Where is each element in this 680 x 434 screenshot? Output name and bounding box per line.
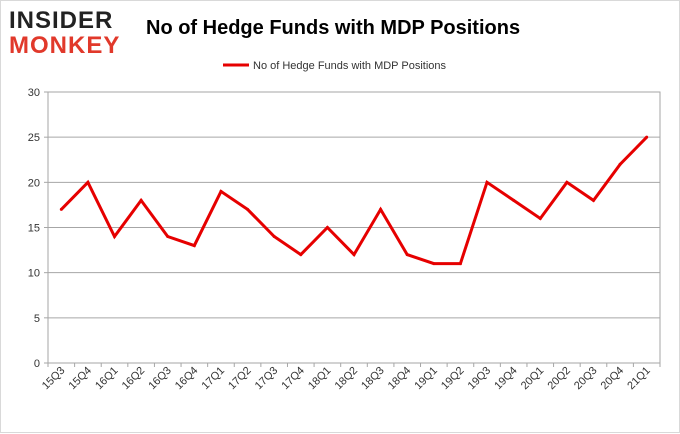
y-tick-label: 20 — [28, 177, 40, 189]
y-tick-label: 15 — [28, 223, 40, 235]
x-tick-label: 19Q2 — [439, 365, 467, 393]
data-point — [86, 180, 90, 184]
legend: No of Hedge Funds with MDP Positions — [223, 60, 446, 72]
y-tick-label: 25 — [28, 132, 40, 144]
x-tick-label: 15Q4 — [67, 365, 95, 393]
legend-label: No of Hedge Funds with MDP Positions — [253, 60, 446, 72]
data-point — [645, 135, 649, 139]
axis-layer: 0 5 10 15 20 25 30 15Q3 15Q4 16Q1 16Q2 16Q3 16Q4 17Q1… — [28, 87, 661, 393]
data-point — [166, 235, 170, 239]
data-point — [192, 244, 196, 248]
data-point — [219, 189, 223, 193]
data-point — [485, 180, 489, 184]
data-point — [59, 207, 63, 211]
x-tick-label: 18Q3 — [359, 365, 387, 393]
x-tick-label: 16Q1 — [93, 365, 121, 393]
x-tick-label: 19Q4 — [492, 365, 520, 393]
data-point — [618, 162, 622, 166]
x-tick-label: 19Q1 — [412, 365, 440, 393]
x-tick-label: 18Q2 — [333, 365, 361, 393]
data-point — [538, 216, 542, 220]
data-point — [591, 198, 595, 202]
x-tick-label: 16Q3 — [146, 365, 174, 393]
data-point — [458, 262, 462, 266]
data-point — [512, 198, 516, 202]
insider-monkey-logo: INSIDER MONKEY — [9, 9, 131, 59]
x-tick-label: 20Q3 — [572, 365, 600, 393]
data-point — [299, 253, 303, 257]
data-point — [405, 253, 409, 257]
data-point — [432, 262, 436, 266]
x-tick-label: 17Q2 — [226, 365, 254, 393]
series-layer — [59, 135, 649, 266]
x-tick-label: 17Q3 — [253, 365, 281, 393]
logo-line-1: INSIDER — [9, 7, 114, 34]
x-tick-label: 21Q1 — [625, 365, 653, 393]
x-tick-label: 16Q4 — [173, 365, 201, 393]
series-line — [60, 136, 648, 266]
x-tick-label: 18Q4 — [386, 365, 414, 393]
data-point — [325, 226, 329, 229]
data-point — [139, 198, 143, 202]
x-tick-label: 17Q4 — [279, 365, 307, 393]
x-tick-label: 15Q3 — [40, 365, 68, 393]
y-tick-label: 5 — [34, 313, 40, 325]
x-tick-label: 17Q1 — [200, 365, 228, 393]
x-tick-label: 18Q1 — [306, 365, 334, 393]
data-point — [246, 207, 250, 211]
grid-layer — [47, 91, 661, 364]
chart-title: No of Hedge Funds with MDP Positions — [146, 17, 521, 39]
x-tick-label: 19Q3 — [466, 365, 494, 393]
data-point — [565, 180, 569, 184]
x-tick-label: 20Q1 — [519, 365, 547, 393]
data-point — [352, 253, 356, 257]
x-tick-label: 16Q2 — [120, 365, 148, 393]
data-point — [272, 235, 276, 239]
x-tick-label: 20Q4 — [599, 365, 627, 393]
data-point — [379, 207, 383, 211]
x-tick-label: 20Q2 — [545, 365, 573, 393]
y-tick-label: 30 — [28, 87, 40, 99]
data-point — [113, 235, 117, 239]
y-tick-label: 10 — [28, 268, 40, 280]
logo-line-2: MONKEY — [9, 32, 121, 59]
y-tick-label: 0 — [34, 358, 40, 370]
